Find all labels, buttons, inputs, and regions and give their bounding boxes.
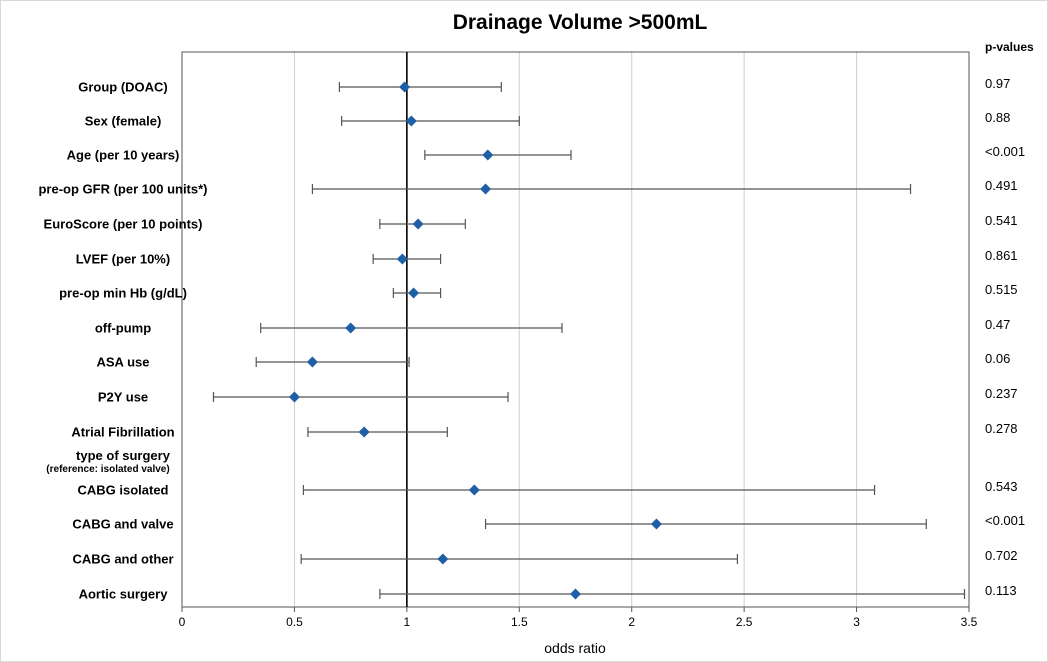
forest-row: Atrial Fibrillation 0.278 bbox=[71, 421, 1017, 440]
row-label: pre-op min Hb (g/dL) bbox=[59, 286, 187, 301]
p-value: 0.515 bbox=[985, 282, 1018, 297]
odds-ratio-marker bbox=[345, 322, 357, 334]
p-value: 0.113 bbox=[985, 583, 1017, 598]
forest-row: pre-op min Hb (g/dL) 0.515 bbox=[59, 282, 1017, 301]
x-tick-label: 2 bbox=[628, 615, 635, 629]
row-label: P2Y use bbox=[98, 390, 148, 405]
x-tick-label: 2.5 bbox=[736, 615, 753, 629]
odds-ratio-marker bbox=[399, 81, 411, 93]
row-label: CABG and valve bbox=[72, 517, 173, 532]
row-label: CABG isolated bbox=[77, 483, 168, 498]
plot-area bbox=[181, 51, 970, 608]
p-value: 0.541 bbox=[985, 213, 1018, 228]
x-tick-label: 1.5 bbox=[511, 615, 528, 629]
odds-ratio-marker bbox=[358, 426, 370, 438]
row-label: Group (DOAC) bbox=[78, 80, 168, 95]
row-label: Atrial Fibrillation bbox=[71, 425, 174, 440]
forest-row: CABG and valve <0.001 bbox=[72, 513, 1025, 532]
pvalues-header: p-values bbox=[985, 40, 1034, 54]
forest-row: off-pump 0.47 bbox=[95, 317, 1010, 336]
p-value: 0.237 bbox=[985, 386, 1018, 401]
odds-ratio-marker bbox=[482, 149, 494, 161]
row-label: Sex (female) bbox=[85, 114, 162, 129]
p-value: 0.702 bbox=[985, 548, 1018, 563]
p-value: 0.543 bbox=[985, 479, 1018, 494]
odds-ratio-marker bbox=[480, 183, 492, 195]
forest-row: pre-op GFR (per 100 units*) 0.491 bbox=[38, 178, 1017, 197]
row-label: off-pump bbox=[95, 321, 151, 336]
odds-ratio-marker bbox=[405, 115, 417, 127]
forest-row: EuroScore (per 10 points) 0.541 bbox=[44, 213, 1018, 232]
x-tick-label: 0.5 bbox=[286, 615, 303, 629]
x-tick-label: 1 bbox=[404, 615, 411, 629]
p-value: <0.001 bbox=[985, 144, 1025, 159]
forest-row: Aortic surgery 0.113 bbox=[79, 583, 1017, 602]
row-label: Age (per 10 years) bbox=[67, 148, 180, 163]
x-axis-label: odds ratio bbox=[544, 640, 606, 656]
row-label: LVEF (per 10%) bbox=[76, 252, 170, 267]
row-label: Aortic surgery bbox=[79, 587, 169, 602]
x-tick-label: 0 bbox=[179, 615, 186, 629]
forest-row: CABG isolated 0.543 bbox=[77, 479, 1017, 498]
odds-ratio-marker bbox=[570, 588, 581, 600]
odds-ratio-marker bbox=[408, 287, 420, 299]
p-value: <0.001 bbox=[985, 513, 1025, 528]
p-value: 0.47 bbox=[985, 317, 1010, 332]
grid-lines bbox=[293, 52, 858, 607]
rows: Group (DOAC) 0.97 Sex (female) 0.88 Age (per… bbox=[38, 76, 1025, 602]
p-value: 0.06 bbox=[985, 351, 1010, 366]
odds-ratio-marker bbox=[306, 356, 318, 368]
odds-ratio-marker bbox=[396, 253, 408, 265]
group-subheading: (reference: isolated valve) bbox=[46, 464, 169, 475]
row-label: ASA use bbox=[97, 355, 150, 370]
x-axis-ticks: 0 0.5 1 1.5 2 2.5 3 3.5 bbox=[179, 607, 978, 629]
x-tick-label: 3 bbox=[853, 615, 860, 629]
p-value: 0.278 bbox=[985, 421, 1018, 436]
forest-row: Group (DOAC) 0.97 bbox=[78, 76, 1010, 95]
forest-row: ASA use 0.06 bbox=[97, 351, 1011, 370]
x-tick-label: 3.5 bbox=[961, 615, 978, 629]
row-label: EuroScore (per 10 points) bbox=[44, 217, 203, 232]
odds-ratio-marker bbox=[468, 484, 480, 496]
forest-row: Age (per 10 years) <0.001 bbox=[67, 144, 1025, 163]
p-value: 0.88 bbox=[985, 110, 1010, 125]
row-label: pre-op GFR (per 100 units*) bbox=[38, 182, 207, 197]
row-label: CABG and other bbox=[72, 552, 173, 567]
group-heading: type of surgery bbox=[76, 448, 171, 463]
p-value: 0.491 bbox=[985, 178, 1018, 193]
chart-title: Drainage Volume >500mL bbox=[453, 11, 708, 34]
p-value: 0.97 bbox=[985, 76, 1010, 91]
odds-ratio-marker bbox=[650, 518, 662, 530]
forest-row: P2Y use 0.237 bbox=[98, 386, 1018, 405]
odds-ratio-marker bbox=[437, 553, 449, 565]
odds-ratio-marker bbox=[412, 218, 424, 230]
forest-row: CABG and other 0.702 bbox=[72, 548, 1017, 567]
p-value: 0.861 bbox=[985, 248, 1018, 263]
odds-ratio-marker bbox=[288, 391, 300, 403]
forest-row: LVEF (per 10%) 0.861 bbox=[76, 248, 1018, 267]
forest-row: Sex (female) 0.88 bbox=[85, 110, 1011, 129]
